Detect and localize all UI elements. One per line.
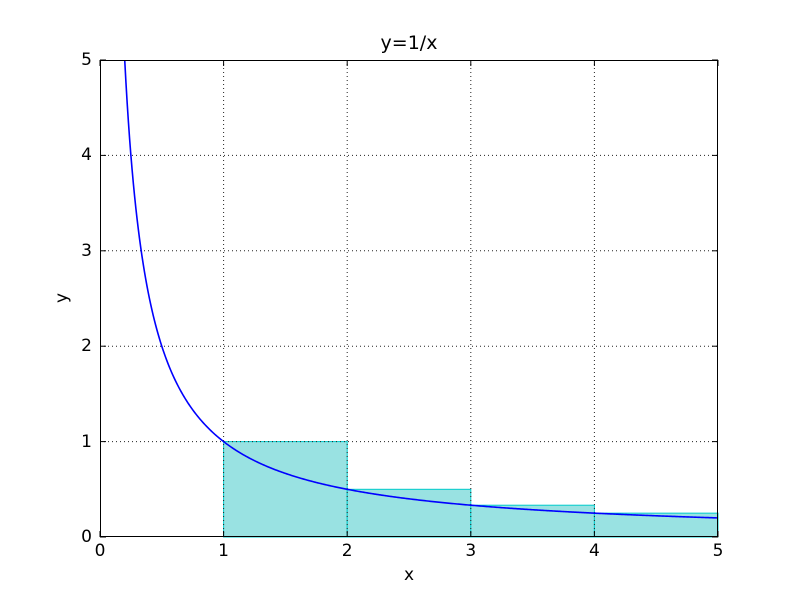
axes-frame: [100, 60, 718, 537]
y-tick-label: 0: [81, 527, 92, 547]
x-axis-label: x: [403, 565, 415, 585]
x-tick-label: 4: [588, 541, 600, 561]
riemann-bar: [346, 488, 472, 538]
y-tick-label: 3: [81, 240, 92, 261]
x-tick-label: 0: [94, 541, 106, 561]
y-tick-label: 2: [81, 336, 92, 357]
y-tick-label: 4: [81, 145, 92, 166]
x-tick-label: 5: [712, 541, 724, 561]
plot-area: [99, 59, 719, 538]
x-tick-label: 2: [341, 541, 353, 561]
riemann-bar: [223, 441, 348, 538]
y-tick-label: 1: [81, 431, 92, 452]
x-tick-label: 1: [218, 541, 229, 561]
chart-title: y=1/x: [380, 32, 438, 54]
y-axis-label: y: [52, 292, 72, 304]
x-tick-label: 3: [465, 541, 477, 561]
y-tick-label: 5: [81, 50, 92, 70]
curve-reciprocal: [123, 59, 719, 519]
